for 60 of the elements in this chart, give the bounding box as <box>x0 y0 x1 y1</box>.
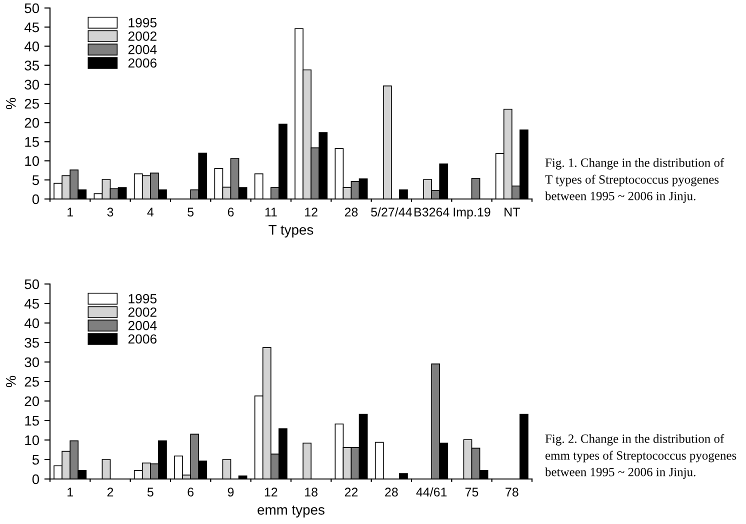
y-tick-label: 5 <box>32 454 39 465</box>
y-tick-label: 30 <box>24 80 40 90</box>
y-tick-label: 35 <box>24 338 40 348</box>
legend-label: 1995 <box>128 18 157 28</box>
x-axis-title: emm types <box>258 506 324 518</box>
x-tick-label: Imp.19 <box>454 208 490 219</box>
y-tick-label: 50 <box>24 279 40 290</box>
x-tick-label: 12 <box>305 208 318 216</box>
y-tick-label: 45 <box>24 298 40 309</box>
x-tick-label: 3 <box>107 208 114 217</box>
y-tick-label: 0 <box>32 474 40 484</box>
y-axis-title: % <box>6 376 16 388</box>
legend-label: 2002 <box>128 307 156 317</box>
y-tick-label: 25 <box>24 98 40 109</box>
legend-label: 1995 <box>128 294 157 304</box>
x-tick-label: 28 <box>344 208 358 217</box>
legend-label: 2004 <box>128 320 157 330</box>
legend-label: 2004 <box>128 44 157 54</box>
x-tick-label: 18 <box>305 488 318 497</box>
y-tick-label: 0 <box>32 194 40 204</box>
x-tick-label: 5 <box>188 208 194 217</box>
x-tick-label: 6 <box>228 208 234 217</box>
y-tick-label: 25 <box>24 376 40 387</box>
y-tick-label: 50 <box>24 3 40 14</box>
x-tick-label: 5 <box>147 488 154 497</box>
x-tick-label: 1 <box>68 208 73 216</box>
y-tick-label: 5 <box>32 175 39 186</box>
y-tick-label: 40 <box>24 42 40 52</box>
x-tick-label: 22 <box>344 488 358 496</box>
legend-label: 2006 <box>128 334 157 344</box>
x-tick-label: 75 <box>465 488 478 497</box>
y-tick-label: 15 <box>25 416 40 426</box>
y-tick-label: 20 <box>24 118 40 128</box>
x-tick-label: NT <box>504 208 520 216</box>
x-tick-label: 6 <box>188 488 194 497</box>
y-tick-label: 15 <box>25 137 40 147</box>
caption: Fig. 2. Change in the distribution of emm types of Streptococcus pyogenes between 1995 ~ 2006 in Jinju. <box>545 434 736 479</box>
x-tick-label: 5/27/44 <box>371 207 412 217</box>
x-tick-label: 4 <box>147 208 154 216</box>
caption: Fig. 1. Change in the distribution of T types of Streptococcus pyogenes between 1995 ~ 2006 in Jinju. <box>545 158 724 203</box>
x-tick-label: 2 <box>107 488 114 496</box>
x-tick-label: B3264 <box>414 208 450 217</box>
legend-label: 2002 <box>128 31 156 41</box>
y-tick-label: 35 <box>24 60 40 70</box>
y-tick-label: 30 <box>24 357 40 368</box>
x-tick-label: 78 <box>506 488 518 497</box>
x-tick-label: 12 <box>264 488 278 496</box>
y-tick-label: 10 <box>25 156 40 166</box>
x-tick-label: 28 <box>385 488 398 497</box>
y-axis-title: % <box>6 98 16 110</box>
x-tick-label: 9 <box>228 488 234 497</box>
x-axis-title: T types <box>268 225 314 238</box>
y-tick-label: 20 <box>24 396 40 406</box>
y-tick-label: 45 <box>24 22 40 32</box>
y-tick-label: 10 <box>25 435 40 446</box>
x-tick-label: 11 <box>265 208 277 216</box>
x-tick-label: 1 <box>68 488 73 496</box>
x-tick-label: 44/61 <box>416 487 447 497</box>
legend-label: 2006 <box>128 58 157 68</box>
y-tick-label: 40 <box>24 318 40 328</box>
